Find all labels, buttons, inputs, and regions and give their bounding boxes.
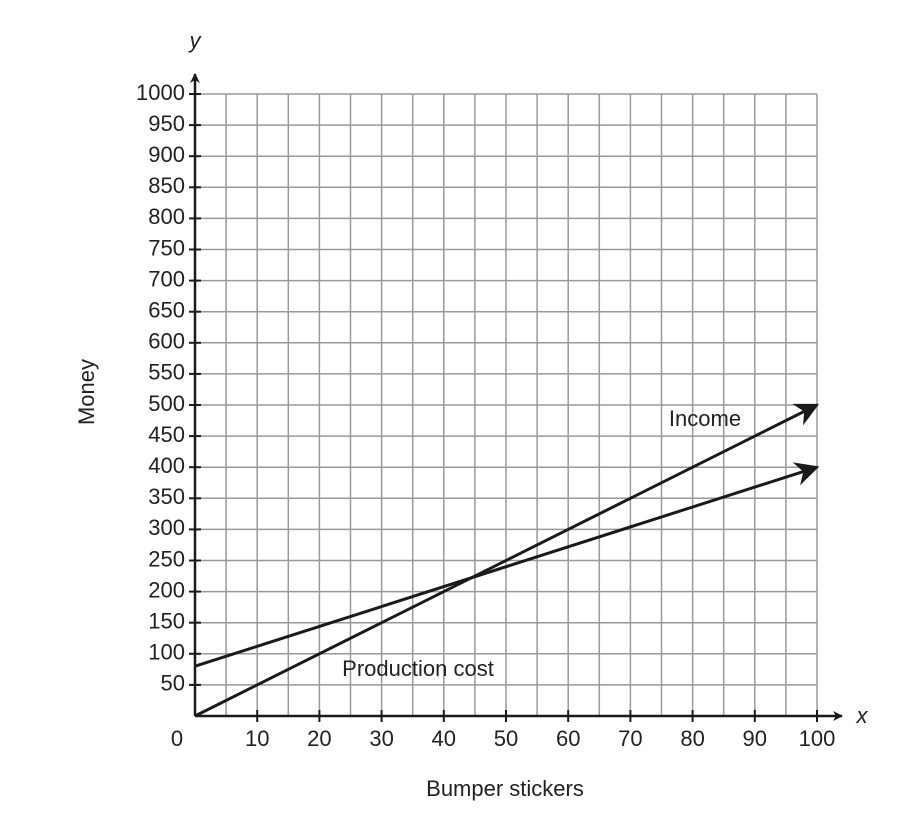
y-tick-label: 450 xyxy=(148,422,185,447)
x-tick-label: 40 xyxy=(432,726,456,751)
x-tick-label: 0 xyxy=(171,726,183,751)
x-tick-label: 50 xyxy=(494,726,518,751)
line-label: Income xyxy=(669,406,741,431)
y-tick-label: 800 xyxy=(148,204,185,229)
y-tick-label: 850 xyxy=(148,173,185,198)
x-axis-label: Bumper stickers xyxy=(426,776,584,801)
y-tick-label: 400 xyxy=(148,453,185,478)
x-tick-label: 60 xyxy=(556,726,580,751)
y-tick-label: 300 xyxy=(148,515,185,540)
y-tick-label: 700 xyxy=(148,266,185,291)
line-label: Production cost xyxy=(342,656,494,681)
y-tick-label: 900 xyxy=(148,142,185,167)
y-tick-label: 650 xyxy=(148,298,185,323)
y-axis-name: y xyxy=(188,28,203,53)
y-tick-label: 250 xyxy=(148,546,185,571)
y-tick-label: 600 xyxy=(148,329,185,354)
y-tick-label: 150 xyxy=(148,609,185,634)
y-tick-label: 100 xyxy=(148,640,185,665)
x-tick-label: 70 xyxy=(618,726,642,751)
x-tick-label: 10 xyxy=(245,726,269,751)
y-tick-label: 950 xyxy=(148,111,185,136)
x-axis-name: x xyxy=(856,703,869,728)
x-tick-label: 80 xyxy=(680,726,704,751)
y-tick-label: 200 xyxy=(148,577,185,602)
y-tick-label: 50 xyxy=(161,671,185,696)
y-tick-label: 500 xyxy=(148,391,185,416)
series-line xyxy=(194,403,820,718)
series-line xyxy=(194,462,820,668)
x-tick-label: 90 xyxy=(743,726,767,751)
x-tick-label: 20 xyxy=(307,726,331,751)
y-tick-label: 1000 xyxy=(136,80,185,105)
y-axis-label: Money xyxy=(74,359,99,425)
x-tick-label: 30 xyxy=(369,726,393,751)
y-tick-label: 750 xyxy=(148,235,185,260)
y-tick-label: 550 xyxy=(148,360,185,385)
x-tick-label: 100 xyxy=(799,726,836,751)
y-tick-label: 350 xyxy=(148,484,185,509)
